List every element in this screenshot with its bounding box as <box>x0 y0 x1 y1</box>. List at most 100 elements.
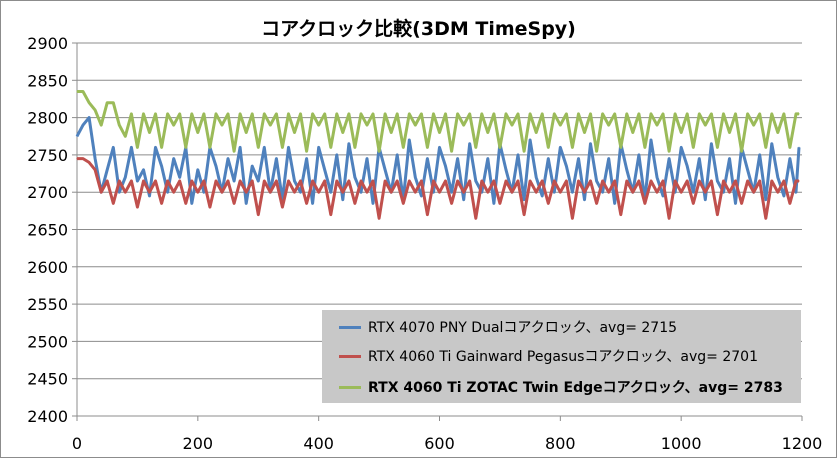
series-3-point-75 <box>529 113 531 115</box>
series-2-point-6 <box>112 202 114 204</box>
series-3-point-67 <box>481 113 483 115</box>
series-2-point-60 <box>438 191 441 193</box>
series-2-point-26 <box>233 202 235 204</box>
series-1-point-115 <box>771 143 773 145</box>
series-2-point-76 <box>535 191 537 193</box>
series-1-point-9 <box>130 146 132 148</box>
series-1-point-26 <box>233 180 235 182</box>
legend-label-1: RTX 4070 PNY Dualコアクロック、avg= 2715 <box>368 320 678 336</box>
x-tick-label-2: 400 <box>303 434 334 453</box>
series-2-point-38 <box>306 202 308 204</box>
series-2-point-49 <box>372 180 374 182</box>
series-2-point-101 <box>686 180 688 182</box>
series-3-point-80 <box>559 124 561 126</box>
series-2-point-29 <box>251 180 253 182</box>
series-1-point-62 <box>451 191 453 193</box>
series-1-point-16 <box>173 158 175 160</box>
series-2-point-31 <box>263 180 265 182</box>
legend-item-3: RTX 4060 Ti ZOTAC Twin Edgeコアクロック、avg= 2… <box>339 376 783 398</box>
series-3-point-45 <box>348 113 350 115</box>
series-1-point-103 <box>698 158 700 160</box>
series-1-point-64 <box>463 199 465 201</box>
series-3-point-62 <box>451 150 453 152</box>
series-2-point-75 <box>529 180 531 182</box>
series-1-point-20 <box>197 169 199 171</box>
series-1-point-77 <box>541 195 543 197</box>
series-2-point-12 <box>148 191 151 193</box>
series-3-point-39 <box>312 113 314 115</box>
series-2-point-88 <box>608 191 610 193</box>
series-2-point-67 <box>481 180 483 182</box>
series-1-point-10 <box>136 180 138 182</box>
series-2-point-48 <box>366 191 368 193</box>
series-1-point-39 <box>312 202 314 204</box>
series-3-point-78 <box>547 146 549 148</box>
series-3-point-28 <box>245 131 247 134</box>
series-2-point-114 <box>765 217 767 219</box>
series-3-point-70 <box>499 146 501 148</box>
series-3-point-38 <box>306 150 308 152</box>
series-3-point-106 <box>716 146 719 148</box>
x-tick-label-6: 1200 <box>782 434 823 453</box>
series-3-point-22 <box>209 146 211 148</box>
series-2-point-52 <box>390 191 392 193</box>
series-2-point-111 <box>747 180 749 182</box>
series-3-point-16 <box>173 124 175 126</box>
series-1-point-83 <box>577 158 580 160</box>
series-2-point-8 <box>124 191 126 193</box>
series-1-point-37 <box>299 191 302 193</box>
series-1-point-38 <box>306 158 308 160</box>
series-2-point-91 <box>626 180 628 182</box>
series-1-point-36 <box>293 180 296 182</box>
series-2-point-90 <box>620 214 622 216</box>
series-3-point-119 <box>795 113 797 115</box>
series-2-point-64 <box>463 191 465 193</box>
series-3-point-58 <box>426 146 428 148</box>
series-1-point-42 <box>330 191 332 193</box>
series-3-point-33 <box>275 113 277 115</box>
series-3-point-108 <box>728 131 731 134</box>
series-2-point-96 <box>656 191 658 193</box>
series-3-point-36 <box>293 131 296 134</box>
series-2-point-70 <box>499 202 501 204</box>
series-2-point-39 <box>312 180 314 182</box>
series-2-point-85 <box>589 180 592 182</box>
series-2-point-69 <box>493 180 495 182</box>
series-3-point-117 <box>783 113 785 115</box>
series-3-point-57 <box>420 113 422 115</box>
series-1-point-49 <box>372 202 374 204</box>
series-2-point-118 <box>789 202 791 204</box>
legend: RTX 4070 PNY Dualコアクロック、avg= 2715 RTX 40… <box>322 310 801 403</box>
series-2-point-86 <box>596 202 598 204</box>
legend-item-1: RTX 4070 PNY Dualコアクロック、avg= 2715 <box>339 316 677 338</box>
series-1-point-71 <box>505 169 507 171</box>
series-1-point-66 <box>475 180 477 182</box>
series-1-point-14 <box>161 165 163 167</box>
x-tick-label-1: 200 <box>183 434 214 453</box>
series-1-point-88 <box>608 158 610 160</box>
series-lines <box>75 90 801 220</box>
series-2-point-55 <box>408 180 410 182</box>
series-3-point-30 <box>257 146 259 148</box>
series-1-point-8 <box>124 176 126 178</box>
series-2-point-47 <box>360 180 362 182</box>
series-2-point-37 <box>299 180 302 182</box>
series-1-point-79 <box>553 191 555 193</box>
series-1-point-89 <box>614 202 616 204</box>
series-2-point-78 <box>547 202 549 204</box>
series-3-point-32 <box>269 124 271 126</box>
series-2-point-27 <box>239 180 241 182</box>
legend-item-2: RTX 4060 Ti Gainward Pegasusコアクロック、avg= … <box>339 345 758 367</box>
series-3-point-71 <box>505 113 507 115</box>
series-1-point-2 <box>88 117 90 119</box>
y-tick-label-0: 2400 <box>27 407 68 426</box>
series-1-point-106 <box>716 180 719 182</box>
series-3-point-102 <box>692 146 694 148</box>
series-3-point-100 <box>680 131 682 134</box>
x-tick-label-3: 600 <box>424 434 455 453</box>
series-1-point-47 <box>360 191 362 193</box>
series-2-point-104 <box>704 191 706 193</box>
series-2-point-110 <box>741 202 743 204</box>
series-points-1 <box>76 117 800 204</box>
